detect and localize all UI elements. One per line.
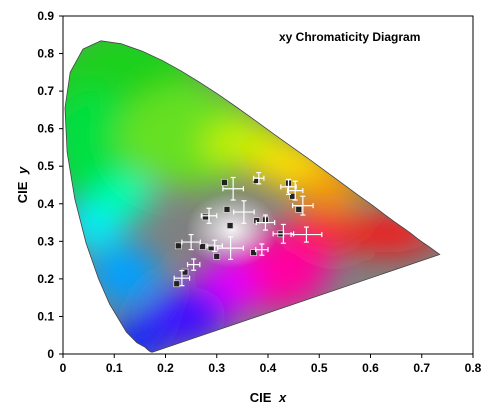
x-tick-label: 0.2 xyxy=(157,361,174,375)
error-cross-point xyxy=(290,226,323,243)
x-tick-label: 0.7 xyxy=(413,361,430,375)
y-tick-label: 0.1 xyxy=(37,309,54,323)
data-markers xyxy=(173,172,323,288)
square-marker-point xyxy=(250,249,257,256)
error-cross-point xyxy=(186,258,201,271)
y-axis-title-prefix: CIE xyxy=(15,181,30,203)
gamut-blob xyxy=(88,245,161,306)
x-tick-label: 0.5 xyxy=(311,361,328,375)
chart-title: xy Chromaticity Diagram xyxy=(279,30,420,44)
error-cross-point xyxy=(253,172,265,185)
square-marker-point xyxy=(202,213,209,221)
square-marker-point xyxy=(213,253,221,260)
x-tick-label: 0.3 xyxy=(208,361,225,375)
square-marker-point xyxy=(174,242,182,250)
gamut-blob xyxy=(93,173,156,219)
y-tick-label: 0.7 xyxy=(37,84,54,98)
error-cross-point xyxy=(173,270,191,287)
x-axis: 0 0.1 0.2 0.3 0.4 0.5 0.6 0.7 0.8 xyxy=(60,354,482,375)
x-axis-title: CIE x xyxy=(250,390,287,405)
x-tick-label: 0.6 xyxy=(362,361,379,375)
square-marker-point xyxy=(221,179,228,186)
y-tick-label: 0.5 xyxy=(37,159,54,173)
square-marker-point xyxy=(173,280,181,288)
error-cross-point xyxy=(292,195,314,216)
error-cross-point xyxy=(272,223,295,244)
error-cross-point xyxy=(200,207,218,224)
error-cross-point xyxy=(181,233,201,251)
error-cross-point xyxy=(233,200,255,224)
x-axis-title-var: x xyxy=(278,390,287,405)
square-marker-point xyxy=(199,243,206,250)
x-tick-label: 0.4 xyxy=(260,361,277,375)
y-tick-label: 0.4 xyxy=(37,197,54,211)
y-tick-label: 0 xyxy=(47,347,54,361)
y-axis-title-var: y xyxy=(15,166,30,175)
y-axis: 0 0.1 0.2 0.3 0.4 0.5 0.6 0.7 0.8 0.9 xyxy=(37,9,63,361)
x-tick-label: 0 xyxy=(60,361,67,375)
y-tick-label: 0.6 xyxy=(37,122,54,136)
y-axis-title: CIE y xyxy=(15,166,30,203)
error-cross-point xyxy=(286,180,304,201)
x-tick-label: 0.8 xyxy=(465,361,482,375)
square-marker-point xyxy=(295,206,303,213)
x-axis-title-prefix: CIE xyxy=(250,390,272,405)
square-marker-point xyxy=(223,206,231,213)
y-tick-label: 0.2 xyxy=(37,272,54,286)
spectral-locus-outline xyxy=(64,40,441,353)
y-tick-label: 0.8 xyxy=(37,47,54,61)
error-cross-point xyxy=(222,176,244,201)
square-marker-point xyxy=(226,222,234,229)
error-cross-point xyxy=(280,178,297,195)
y-tick-label: 0.9 xyxy=(37,9,54,23)
y-tick-label: 0.3 xyxy=(37,234,54,248)
error-cross-point xyxy=(255,214,276,231)
error-cross-point xyxy=(217,236,244,260)
error-cross-point xyxy=(255,243,269,256)
x-tick-label: 0.1 xyxy=(106,361,123,375)
